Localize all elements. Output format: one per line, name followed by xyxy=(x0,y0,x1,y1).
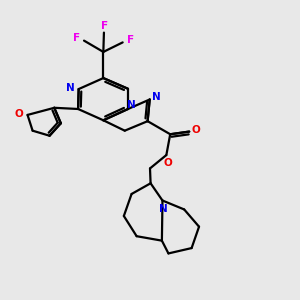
Text: F: F xyxy=(101,21,108,31)
Text: O: O xyxy=(192,125,201,135)
Text: N: N xyxy=(127,100,136,110)
Text: N: N xyxy=(152,92,161,102)
Text: F: F xyxy=(73,33,80,43)
Text: F: F xyxy=(127,35,134,45)
Text: O: O xyxy=(15,109,24,119)
Text: O: O xyxy=(164,158,172,168)
Text: N: N xyxy=(66,83,75,94)
Text: N: N xyxy=(159,204,167,214)
